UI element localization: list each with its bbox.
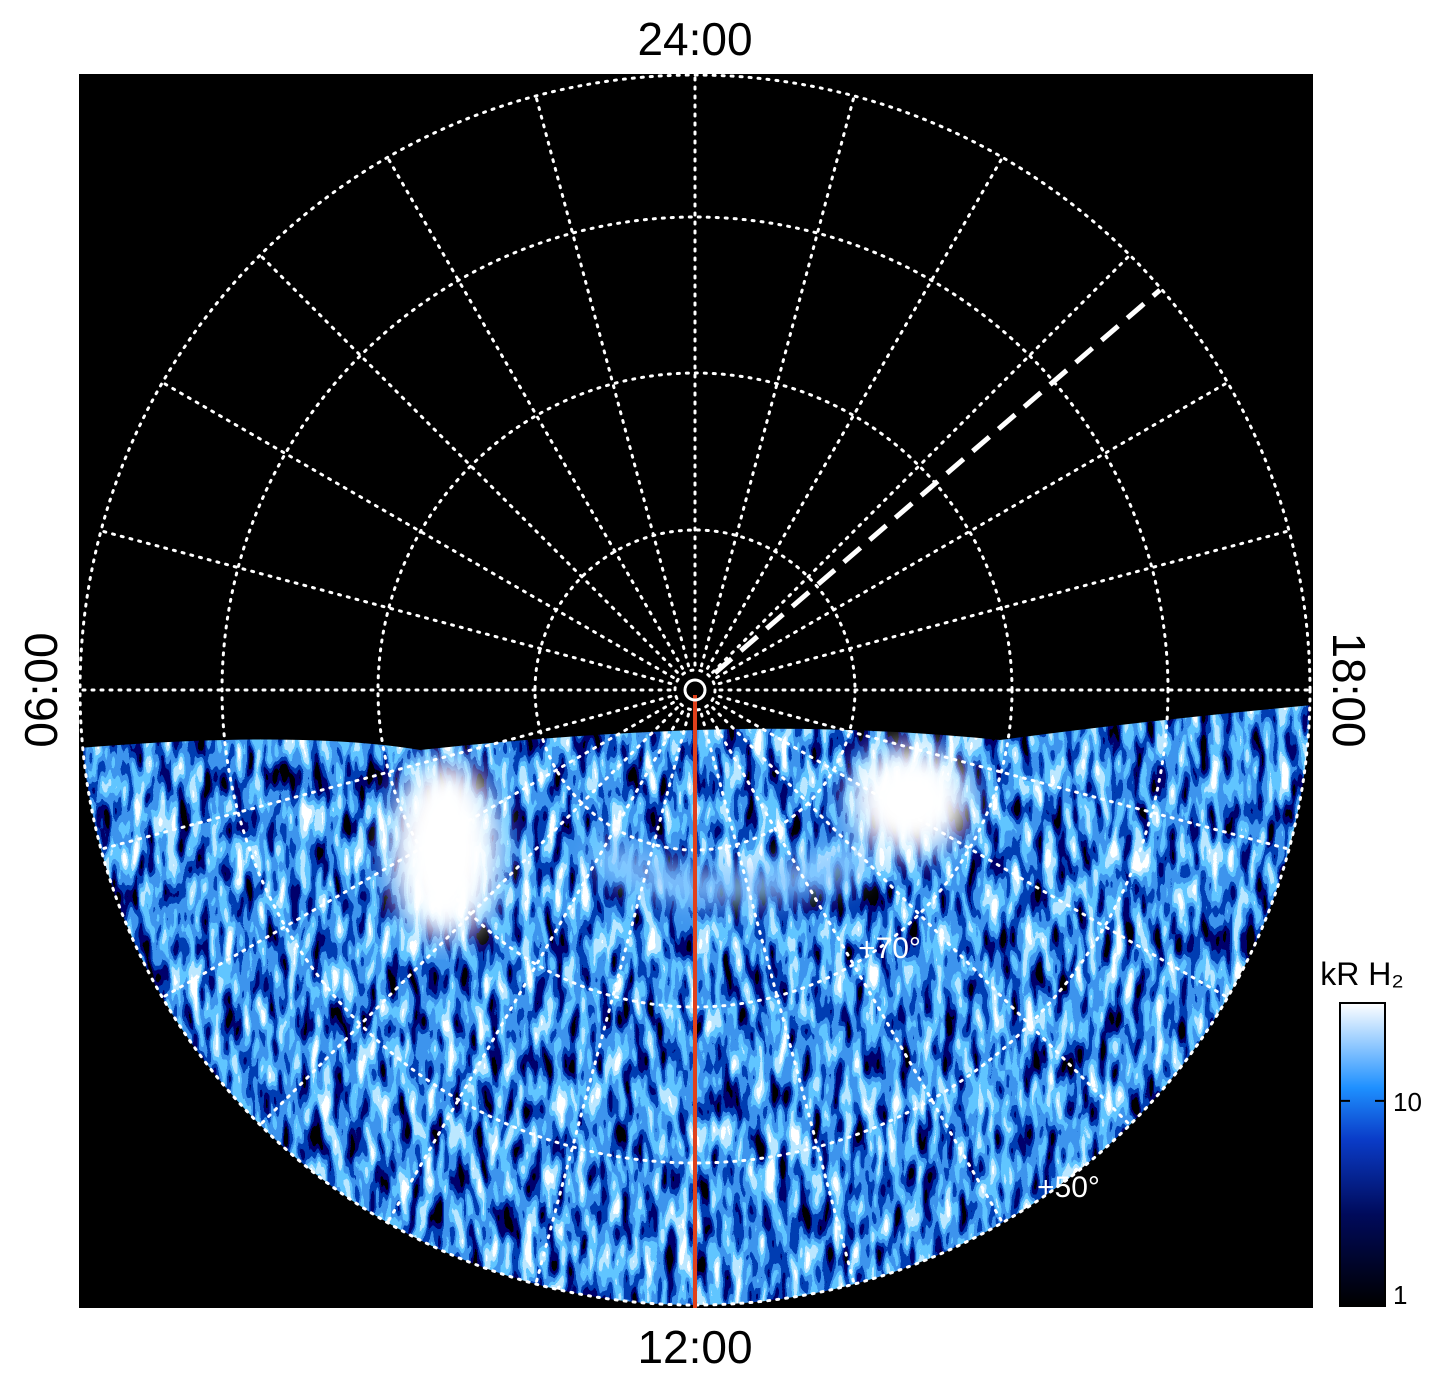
meridian [706, 155, 1004, 670]
meridian [717, 529, 1291, 686]
meridian [715, 381, 1230, 679]
colorbar-tick-label: 1 [1393, 1280, 1407, 1310]
colorbar: kR H₂ 1 10 [1320, 956, 1422, 1310]
latitude-label: +70° [858, 932, 921, 965]
lt-label-bottom: 12:00 [637, 1321, 752, 1373]
auroral-oval [390, 745, 970, 940]
lt-label-left: 06:00 [15, 632, 67, 747]
meridian [699, 94, 856, 668]
meridian [717, 694, 1291, 851]
meridian [99, 529, 673, 686]
meridian [258, 253, 679, 674]
meridian [160, 701, 675, 999]
latitude-circle [220, 215, 1170, 1165]
meridian [99, 694, 673, 851]
meridian [534, 712, 691, 1286]
meridian [386, 710, 684, 1225]
meridian [706, 710, 1004, 1225]
meridian [715, 701, 1230, 999]
meridian [699, 712, 856, 1286]
meridian [258, 706, 679, 1127]
lt-label-top: 24:00 [637, 13, 752, 65]
dashed-line [713, 288, 1162, 675]
meridian [711, 706, 1132, 1127]
colorbar-tick-label: 10 [1393, 1087, 1422, 1117]
meridian [534, 94, 691, 668]
lt-label-right: 18:00 [1323, 632, 1375, 747]
pole-marker [683, 678, 707, 702]
meridian [386, 155, 684, 670]
meridian [160, 381, 675, 679]
latitude-circle [673, 668, 717, 712]
latitude-label: +50° [1037, 1171, 1100, 1204]
meridian [711, 253, 1132, 674]
colorbar-ramp [1339, 1002, 1386, 1307]
colorbar-title: kR H₂ [1320, 956, 1404, 992]
